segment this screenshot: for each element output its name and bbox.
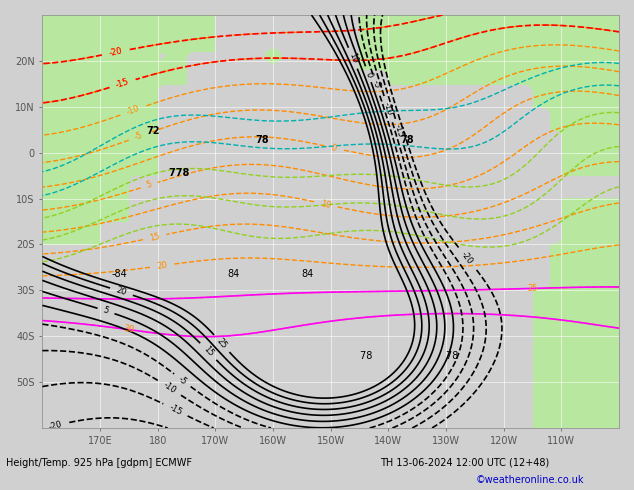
Text: 7​8: 7​8 (359, 351, 372, 361)
Text: 78: 78 (400, 135, 413, 146)
Text: 78: 78 (256, 135, 269, 146)
Text: -5: -5 (370, 79, 382, 89)
Text: 25: 25 (527, 284, 538, 293)
Text: -20: -20 (108, 47, 123, 58)
Text: -15: -15 (393, 123, 406, 139)
Text: -20: -20 (108, 47, 123, 58)
Text: -10: -10 (382, 100, 394, 116)
Text: 10: 10 (320, 199, 332, 210)
Text: 5: 5 (145, 180, 153, 190)
Text: 5: 5 (102, 306, 110, 316)
Text: 7​78: 7​78 (169, 168, 190, 177)
Text: -5: -5 (133, 131, 145, 142)
Text: -10: -10 (162, 380, 178, 395)
Text: 25: 25 (215, 337, 228, 350)
Text: ©weatheronline.co.uk: ©weatheronline.co.uk (476, 475, 584, 485)
Text: 15: 15 (148, 231, 161, 243)
Text: 0: 0 (363, 71, 373, 78)
Text: -84: -84 (112, 269, 127, 278)
Text: 72: 72 (146, 126, 160, 136)
Text: 20: 20 (115, 286, 128, 297)
Text: -10: -10 (126, 104, 141, 117)
Text: Height/Temp. 925 hPa [gdpm] ECMWF: Height/Temp. 925 hPa [gdpm] ECMWF (6, 458, 192, 468)
Text: -15: -15 (115, 77, 131, 90)
Text: 84: 84 (227, 269, 239, 278)
Text: -20: -20 (48, 419, 63, 432)
Text: 0: 0 (330, 143, 337, 153)
Text: TH 13-06-2024 12:00 UTC (12+48): TH 13-06-2024 12:00 UTC (12+48) (380, 458, 550, 468)
Text: -5: -5 (176, 374, 188, 386)
Text: 84: 84 (302, 269, 314, 278)
Text: 10: 10 (347, 51, 359, 65)
Text: -15: -15 (167, 403, 183, 417)
Text: 30: 30 (123, 324, 135, 335)
Text: -15: -15 (115, 77, 131, 90)
Text: 15: 15 (202, 344, 215, 358)
Text: 20: 20 (156, 261, 168, 271)
Text: 7​8: 7​8 (446, 351, 458, 361)
Text: -20: -20 (459, 250, 474, 266)
